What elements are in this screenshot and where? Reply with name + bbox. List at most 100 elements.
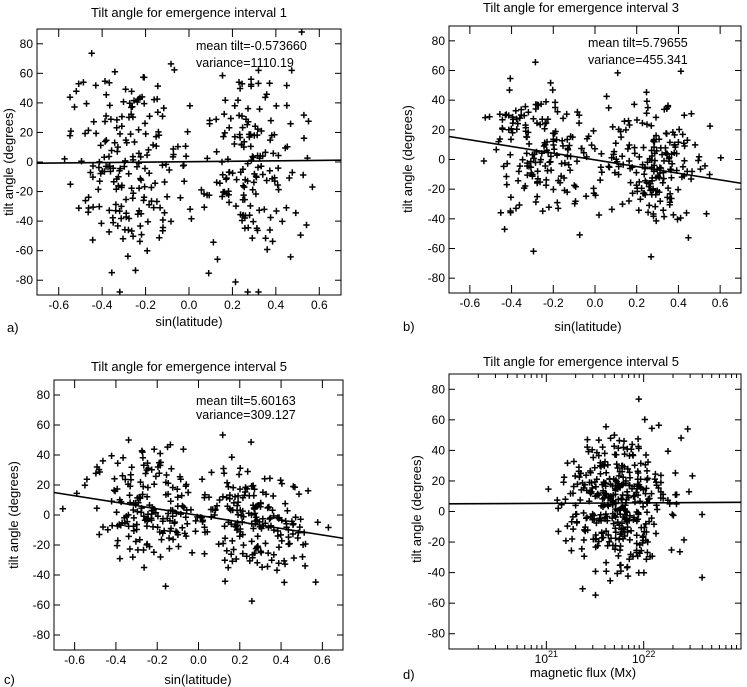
panel-c-fit-line <box>53 491 344 540</box>
panel-c-y-tick-label: 20 <box>37 478 51 492</box>
panel-c-y-tick-label: 40 <box>37 448 51 462</box>
panel-b-x-tick-label: 0.4 <box>670 296 687 310</box>
panel-b-fit-line <box>448 135 742 185</box>
panel-b-y-tick-label: -20 <box>428 182 446 196</box>
panel-c: Tilt angle for emergence interval 5 -80-… <box>4 359 344 687</box>
panel-b-y-tick-label: 60 <box>432 64 446 78</box>
panel-d-x-tick-label: 1021 <box>535 649 558 666</box>
panel-b-title: Tilt angle for emergence interval 3 <box>483 0 679 15</box>
panel-b-y-tick-label: -80 <box>428 271 446 285</box>
panel-c-y-tick-label: -60 <box>33 598 51 612</box>
panel-b-y-tick-label: 80 <box>432 34 446 48</box>
panel-d-x-tick-exponent: 21 <box>548 649 558 659</box>
panel-a-x-tick-label: 0.2 <box>224 298 241 312</box>
panel-c-x-tick-label: 0.0 <box>190 653 207 667</box>
panel-a-mean-tilt: mean tilt=-0.573660 <box>196 39 307 53</box>
panel-c-y-tick-label: 0 <box>43 508 50 522</box>
panel-b-data: -80 -60 -40 -20 0 20 40 60 80 -0.6 -0.4 -0.2 0.0 0.2 0… <box>428 26 742 310</box>
panel-a-x-tick-label: 0.0 <box>181 298 198 312</box>
panel-c-mean-tilt: mean tilt=5.60163 <box>196 394 296 408</box>
panel-d-y-tick-label: 0 <box>438 505 445 519</box>
panel-c-x-tick-label: -0.4 <box>106 653 127 667</box>
panel-d-x-tick-label: 1022 <box>632 649 655 666</box>
panel-c-x-tick-label: -0.2 <box>147 653 168 667</box>
panel-a-title: Tilt angle for emergence interval 1 <box>91 5 287 20</box>
panel-a-y-tick-label: -80 <box>16 273 34 287</box>
panel-a-y-tick-label: 20 <box>20 125 34 139</box>
panel-c-x-label: sin(latitude) <box>164 672 231 687</box>
panel-a-x-tick-label: 0.6 <box>311 298 328 312</box>
panel-d-y-tick-label: -20 <box>428 535 446 549</box>
panel-c-title: Tilt angle for emergence interval 5 <box>91 359 287 374</box>
panel-d-y-tick-label: 20 <box>432 474 446 488</box>
panel-a-x-label: sin(latitude) <box>155 314 222 329</box>
panel-b-x-tick-label: 0.0 <box>587 296 604 310</box>
panel-a-y-tick-label: -20 <box>16 185 34 199</box>
panel-a-variance: variance=1110.19 <box>196 56 294 70</box>
panel-d-y-tick-label: 80 <box>432 382 446 396</box>
panel-b-x-tick-label: -0.6 <box>460 296 481 310</box>
panel-b-x-tick-label: -0.4 <box>501 296 522 310</box>
panel-d-x-label: magnetic flux (Mx) <box>530 665 636 680</box>
panel-d-y-tick-label: -80 <box>428 627 446 641</box>
panel-d-title: Tilt angle for emergence interval 5 <box>483 354 679 369</box>
panel-a-data: -80 -60 -40 -20 0 20 40 60 80 -0.6 -0.4 -0.2 0.0 0.2 0… <box>16 28 342 312</box>
panel-c-y-tick-label: -40 <box>33 568 51 582</box>
panel-a-y-tick-label: 0 <box>26 155 33 169</box>
panel-a-y-tick-label: 80 <box>20 37 34 51</box>
panel-c-x-tick-label: 0.2 <box>231 653 248 667</box>
panel-a-y-tick-label: -40 <box>16 214 34 228</box>
panel-d-letter: d) <box>403 667 415 682</box>
panel-c-letter: c) <box>4 672 15 687</box>
panel-d-y-label: tilt angle (degrees) <box>409 455 424 563</box>
panel-b-y-tick-label: -40 <box>428 212 446 226</box>
panel-a-x-tick-label: 0.4 <box>268 298 285 312</box>
panel-a-x-tick-label: -0.6 <box>48 298 69 312</box>
panel-a-x-tick-label: -0.4 <box>92 298 113 312</box>
panel-a-x-tick-label: -0.2 <box>135 298 156 312</box>
panel-c-y-tick-label: -20 <box>33 538 51 552</box>
panel-b-y-tick-label: 40 <box>432 93 446 107</box>
panel-d-scatter-points <box>545 395 706 599</box>
panel-d-y-tick-label: -40 <box>428 566 446 580</box>
panel-c-x-tick-label: 0.6 <box>314 653 331 667</box>
panel-a-scatter-points <box>61 28 316 296</box>
panel-b-x-tick-label: -0.2 <box>543 296 564 310</box>
panel-b-mean-tilt: mean tilt=5.79655 <box>588 36 688 50</box>
panel-b-y-label: tilt angle (degrees) <box>400 105 415 213</box>
panel-b-y-tick-label: 0 <box>438 153 445 167</box>
panel-b-y-tick-label: 20 <box>432 123 446 137</box>
panel-d-y-tick-label: 40 <box>432 443 446 457</box>
panel-b-x-label: sin(latitude) <box>554 319 621 334</box>
panel-c-data: -80 -60 -40 -20 0 20 40 60 80 -0.6 -0.4 -0.2 0.0 0.2 0… <box>33 380 344 667</box>
panel-b-y-tick-label: -60 <box>428 242 446 256</box>
panel-c-y-tick-label: 60 <box>37 418 51 432</box>
panel-a: Tilt angle for emergence interval 1 -80-… <box>1 5 342 335</box>
panel-c-scatter-points <box>59 431 332 605</box>
panel-a-fit-line <box>36 159 342 164</box>
panel-d-y-tick-label: 60 <box>432 413 446 427</box>
panel-d: Tilt angle for emergence interval 5 -80-… <box>403 354 742 682</box>
panel-b-x-tick-label: 0.2 <box>628 296 645 310</box>
panel-b-scatter-points <box>480 59 724 260</box>
panel-c-y-tick-label: 80 <box>37 388 51 402</box>
panel-b-x-tick-label: 0.6 <box>712 296 729 310</box>
panel-b: Tilt angle for emergence interval 3 -80-… <box>400 0 742 334</box>
panel-d-fit-line <box>448 501 742 505</box>
panel-c-x-tick-label: -0.6 <box>64 653 85 667</box>
panel-d-data: -80 -60 -40 -20 0 20 40 60 80 1021 1022 <box>428 374 742 666</box>
panel-a-y-tick-label: -60 <box>16 244 34 258</box>
panel-a-y-tick-label: 60 <box>20 66 34 80</box>
panel-b-variance: variance=455.341 <box>588 53 688 67</box>
panel-c-variance: variance=309.127 <box>196 408 296 422</box>
panel-c-y-tick-label: -80 <box>33 628 51 642</box>
panel-d-x-tick-exponent: 22 <box>645 649 655 659</box>
panel-a-letter: a) <box>7 320 19 335</box>
panel-a-y-label: tilt angle (degrees) <box>1 108 16 216</box>
panel-b-letter: b) <box>403 319 415 334</box>
panel-c-y-label: tilt angle (degrees) <box>6 461 21 569</box>
panel-c-x-tick-label: 0.4 <box>273 653 290 667</box>
panel-a-y-tick-label: 40 <box>20 96 34 110</box>
panel-d-y-tick-label: -60 <box>428 596 446 610</box>
